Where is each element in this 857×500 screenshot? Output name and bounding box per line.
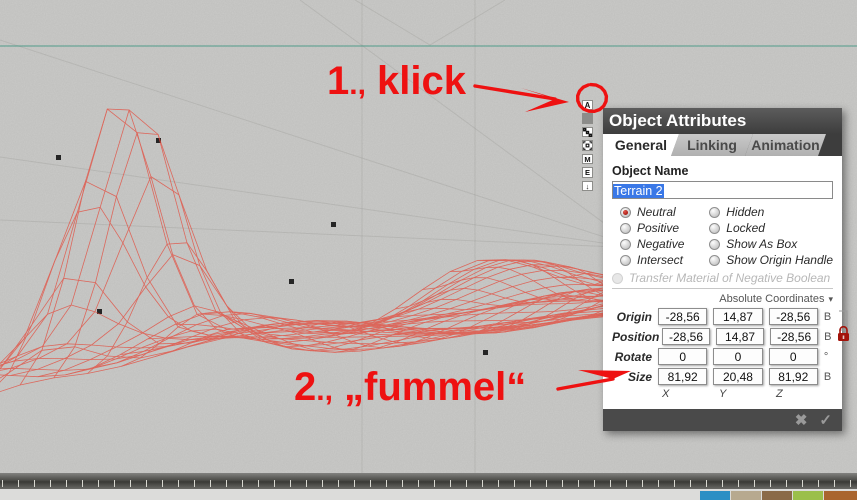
svg-text:1., klick: 1., klick (327, 59, 467, 103)
svg-text:2., „fummel“: 2., „fummel“ (294, 365, 526, 409)
